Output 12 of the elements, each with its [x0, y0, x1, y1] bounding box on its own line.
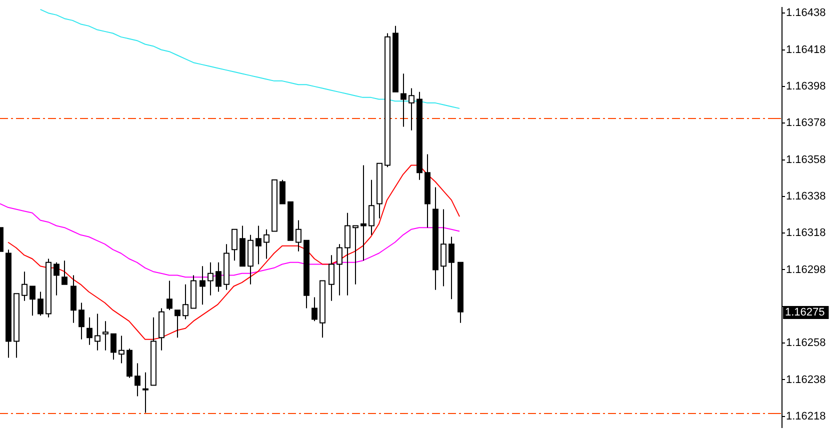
y-tick-label: 1.16378 — [786, 117, 826, 130]
y-tick-label: 1.16218 — [786, 410, 826, 422]
y-tick-label: 1.16398 — [786, 80, 826, 92]
y-tick-label: 1.16298 — [786, 264, 826, 276]
y-tick-label: 1.16418 — [786, 44, 826, 56]
text: 1.16275 — [785, 306, 825, 319]
y-tick-label: 1.16238 — [786, 374, 826, 386]
y-tick-label: 1.16318 — [786, 227, 826, 240]
y-tick-label: 1.16358 — [786, 154, 826, 166]
y-tick-label: 1.16258 — [786, 337, 826, 350]
y-tick-label: 1.16438 — [786, 7, 826, 20]
y-tick-label: 1.16338 — [786, 190, 826, 202]
